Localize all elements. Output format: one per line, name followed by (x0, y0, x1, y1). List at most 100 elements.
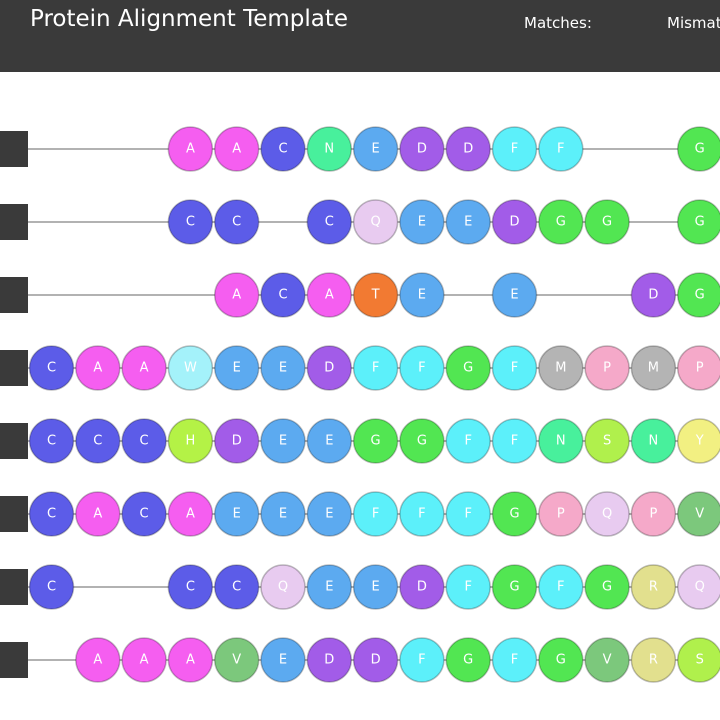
residue-label: M (555, 361, 566, 376)
residue (260, 272, 306, 318)
residue-label: C (140, 434, 149, 449)
residue (676, 418, 720, 464)
residue (213, 637, 260, 683)
residue (28, 345, 75, 391)
residue-label: C (47, 434, 56, 449)
residue (445, 126, 491, 172)
residue (306, 199, 353, 245)
residue (538, 126, 584, 172)
residue (491, 418, 538, 464)
residue-label: C (278, 142, 287, 157)
residue-label: F (511, 434, 518, 449)
sequence-block (0, 569, 28, 605)
residue (75, 491, 121, 537)
residue (399, 418, 445, 464)
residue (584, 199, 630, 245)
residue (306, 272, 353, 318)
residue (491, 564, 538, 610)
residue (630, 491, 677, 537)
residue-label: E (325, 580, 333, 595)
residue (676, 491, 720, 537)
residue (213, 126, 260, 172)
residue-label: Y (695, 434, 704, 449)
residue-label: A (232, 288, 241, 303)
residue-label: W (184, 361, 197, 376)
residue (352, 491, 399, 537)
residue (260, 491, 306, 537)
residue (676, 126, 720, 172)
residue-label: G (463, 361, 473, 376)
residue-label: N (556, 434, 566, 449)
residue-label: C (232, 580, 241, 595)
mismatches-label: Mismatches: (667, 14, 720, 32)
residue (121, 491, 167, 537)
residue-label: F (372, 361, 379, 376)
residue (352, 637, 399, 683)
residue-label: E (279, 507, 287, 522)
residue-label: C (186, 215, 195, 230)
residue (584, 491, 630, 537)
sequence-block (0, 642, 28, 678)
residue-label: F (464, 434, 471, 449)
residue (260, 418, 306, 464)
residue-label: G (602, 215, 612, 230)
residue (538, 199, 584, 245)
residue (352, 345, 399, 391)
residue-label: M (648, 361, 659, 376)
residue (399, 491, 445, 537)
residue-label: S (603, 434, 611, 449)
residue (28, 491, 75, 537)
alignment: A A C N E D D F F G C C C Q E E D G G G A C A T E E D G C A A W E E D F F G F M… (0, 126, 720, 683)
residue-label: S (696, 653, 704, 668)
residue-label: F (418, 507, 425, 522)
sequence-block (0, 204, 28, 240)
residue (399, 272, 445, 318)
residue-label: C (232, 215, 241, 230)
residue-label: A (93, 507, 102, 522)
residue (121, 345, 167, 391)
residue (167, 564, 214, 610)
residue (676, 345, 720, 391)
residue-label: F (464, 580, 471, 595)
residue-label: C (47, 580, 56, 595)
residue (260, 564, 306, 610)
residue (121, 418, 167, 464)
header: Protein Alignment Template Matches: Mism… (0, 0, 720, 72)
residue (491, 272, 538, 318)
residue-label: F (418, 361, 425, 376)
residue-label: Q (602, 507, 612, 522)
residue (584, 564, 630, 610)
residue (538, 491, 584, 537)
residue-label: D (648, 288, 658, 303)
residue (213, 272, 260, 318)
residue (352, 418, 399, 464)
residue (167, 637, 214, 683)
residue-label: G (417, 434, 427, 449)
residue (306, 491, 353, 537)
residue-label: C (47, 361, 56, 376)
residue (167, 126, 214, 172)
residue (352, 564, 399, 610)
residue-label: N (649, 434, 659, 449)
residue (213, 345, 260, 391)
residue (167, 345, 214, 391)
residue-label: C (186, 580, 195, 595)
residue (445, 345, 491, 391)
residue (399, 126, 445, 172)
residue (445, 491, 491, 537)
residue (491, 637, 538, 683)
residue (167, 199, 214, 245)
residue (28, 418, 75, 464)
residue-label: E (371, 142, 379, 157)
residue-label: E (464, 215, 472, 230)
residue (584, 345, 630, 391)
residue (352, 199, 399, 245)
residue-label: E (279, 434, 287, 449)
residue (445, 564, 491, 610)
residue-label: A (325, 288, 334, 303)
residue-label: F (511, 142, 518, 157)
residue-label: Q (695, 580, 705, 595)
residue (630, 345, 677, 391)
residue (584, 637, 630, 683)
